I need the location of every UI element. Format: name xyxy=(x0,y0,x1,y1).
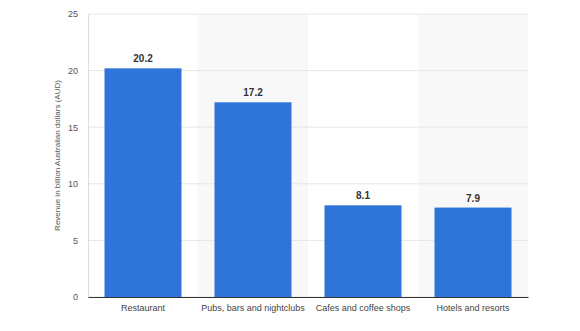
y-tick-label: 10 xyxy=(68,179,78,189)
data-label: 17.2 xyxy=(243,87,263,98)
x-tick-label: Hotels and resorts xyxy=(436,303,510,313)
x-tick: Pubs, bars and nightclubs xyxy=(201,297,305,313)
bar xyxy=(215,102,292,297)
y-tick: 20 xyxy=(68,66,88,76)
y-tick: 25 xyxy=(68,9,88,19)
y-tick-label: 15 xyxy=(68,123,78,133)
band-shade xyxy=(418,14,528,297)
y-axis: 0 5 10 15 20 25 xyxy=(68,9,89,302)
y-tick: 0 xyxy=(73,292,88,302)
data-label: 8.1 xyxy=(356,190,370,201)
y-tick-label: 20 xyxy=(68,66,78,76)
bar xyxy=(435,208,512,297)
band-shade xyxy=(198,14,308,297)
x-tick: Hotels and resorts xyxy=(436,297,510,313)
y-tick-label: 5 xyxy=(73,236,78,246)
x-tick-label: Pubs, bars and nightclubs xyxy=(201,303,305,313)
band-shading xyxy=(198,14,528,297)
bar xyxy=(325,205,402,297)
data-label: 7.9 xyxy=(466,193,480,204)
x-axis: Restaurant Pubs, bars and nightclubs Cafes… xyxy=(89,297,529,313)
y-tick-label: 25 xyxy=(68,9,78,19)
bars xyxy=(105,68,512,297)
bar xyxy=(105,68,182,297)
plot: 20.2 17.2 8.1 7.9 0 5 10 15 20 25 Restaurant Pubs, … xyxy=(68,9,529,313)
y-tick-label: 0 xyxy=(73,292,78,302)
y-tick: 10 xyxy=(68,179,88,189)
y-axis-title: Revenue in billion Australian dollars (A… xyxy=(53,80,62,231)
y-axis-line xyxy=(88,15,89,298)
x-tick: Restaurant xyxy=(121,297,166,313)
x-tick-label: Restaurant xyxy=(121,303,166,313)
x-tick-label: Cafes and coffee shops xyxy=(316,303,411,313)
x-tick: Cafes and coffee shops xyxy=(316,297,411,313)
x-axis-line xyxy=(89,297,529,298)
grid-line xyxy=(88,14,528,15)
data-label: 20.2 xyxy=(133,53,153,64)
y-tick: 5 xyxy=(73,236,88,246)
chart: 20.2 17.2 8.1 7.9 0 5 10 15 20 25 Restaurant Pubs, … xyxy=(0,0,580,331)
data-labels: 20.2 17.2 8.1 7.9 xyxy=(133,53,480,203)
grid xyxy=(88,14,528,297)
y-tick: 15 xyxy=(68,123,88,133)
